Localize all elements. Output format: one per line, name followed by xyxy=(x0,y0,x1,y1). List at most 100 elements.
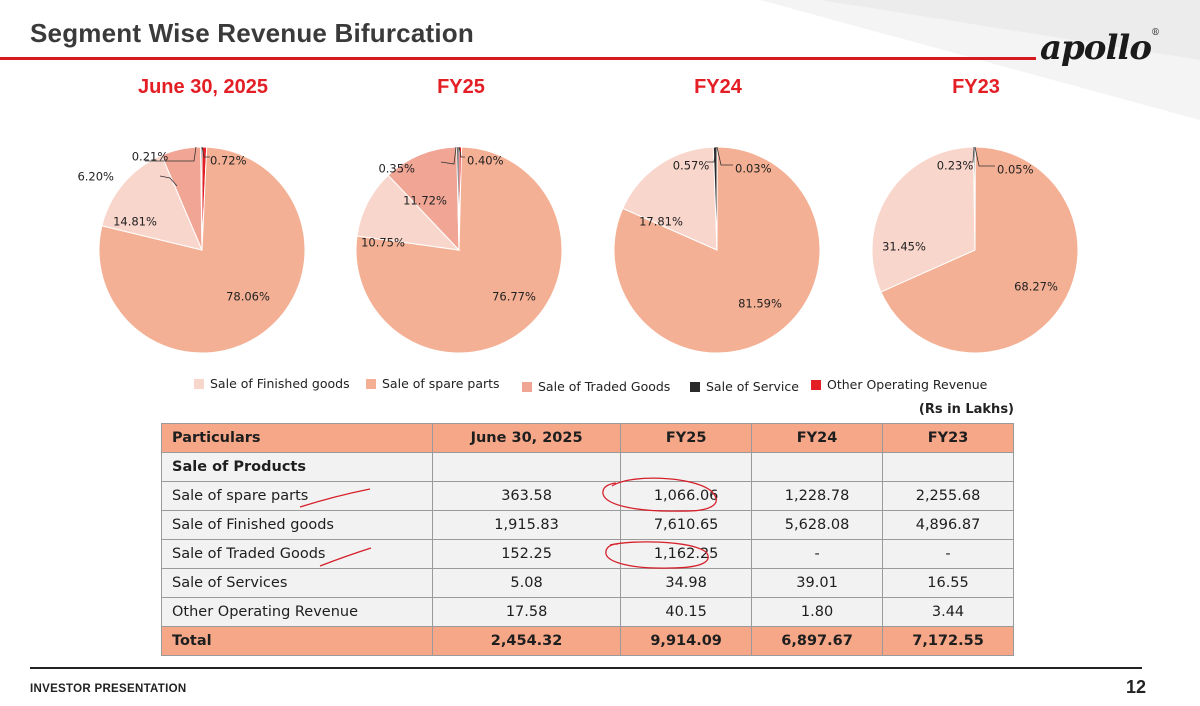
pie-data-label: 0.35% xyxy=(378,162,415,176)
table-row: Sale of Traded Goods 152.25 1,162.25 - - xyxy=(161,539,1014,569)
legend-item-finished-goods: Sale of Finished goods xyxy=(194,376,350,391)
pie-slice-sale-of-spare-parts xyxy=(880,146,1079,354)
table-row: Other Operating Revenue 17.58 40.15 1.80… xyxy=(161,597,1014,627)
pie-slice-sale-of-finished-goods xyxy=(622,146,718,251)
footer-label: INVESTOR PRESENTATION xyxy=(30,683,187,695)
table-row: Sale of Finished goods 1,915.83 7,610.65… xyxy=(161,510,1014,540)
pie-slice-sale-of-service xyxy=(973,146,976,251)
legend-swatch xyxy=(522,381,532,392)
pie-slice-sale-of-traded-goods xyxy=(387,146,460,252)
empty-cell xyxy=(431,452,622,482)
pie-data-label: 14.81% xyxy=(113,215,157,229)
table-cell: 17.58 xyxy=(431,597,622,627)
table-cell: 16.55 xyxy=(882,568,1014,598)
column-header: FY23 xyxy=(882,423,1014,453)
table-cell: 7,610.65 xyxy=(620,510,753,540)
pie-data-label: 0.21% xyxy=(132,150,169,164)
table-cell: - xyxy=(751,539,884,569)
table-row: Sale of spare parts 363.58 1,066.06 1,22… xyxy=(161,481,1014,511)
table-cell: 1.80 xyxy=(751,597,884,627)
pie-data-label: 6.20% xyxy=(77,170,114,184)
legend-item-other-revenue: Other Operating Revenue xyxy=(811,377,987,392)
row-label: Sale of spare parts xyxy=(161,481,433,511)
table-section-row: Sale of Products xyxy=(161,452,1014,482)
pie-leader-line xyxy=(716,146,733,166)
pie-leader-line xyxy=(145,146,197,162)
pie-leader-line xyxy=(201,146,210,158)
empty-cell xyxy=(882,452,1014,482)
footer-divider xyxy=(30,667,1142,669)
pie-leader-line xyxy=(458,146,465,158)
pie-leader-line xyxy=(974,146,995,167)
page-title: Segment Wise Revenue Bifurcation xyxy=(30,18,474,48)
table-cell: 1,915.83 xyxy=(431,510,622,540)
pie-leader-line xyxy=(707,146,717,163)
total-label: Total xyxy=(161,626,433,656)
total-cell: 7,172.55 xyxy=(882,626,1014,656)
row-label: Other Operating Revenue xyxy=(161,597,433,627)
pie-data-label: 0.40% xyxy=(467,154,504,168)
pie-charts: 78.06% 14.81% 6.20% 0.21% 0.72% 76.77% 10.75% 1… xyxy=(77,146,1079,354)
section-label: Sale of Products xyxy=(161,452,433,482)
pie-data-label: 11.72% xyxy=(403,194,447,208)
table-cell: 34.98 xyxy=(620,568,753,598)
title-underline xyxy=(0,57,1036,60)
pie-data-label: 10.75% xyxy=(361,236,405,250)
pie-heading-fy23: FY23 xyxy=(952,76,1000,98)
column-header: June 30, 2025 xyxy=(431,423,622,453)
column-header: FY24 xyxy=(751,423,884,453)
pie-data-label: 81.59% xyxy=(738,297,782,311)
legend-swatch xyxy=(811,379,821,390)
table-cell: 5,628.08 xyxy=(751,510,884,540)
table-cell: 1,162.25 xyxy=(620,539,753,569)
row-label: Sale of Finished goods xyxy=(161,510,433,540)
pie-leader-line xyxy=(440,146,457,165)
table-cell: 4,896.87 xyxy=(882,510,1014,540)
row-label: Sale of Services xyxy=(161,568,433,598)
pie-data-label: 31.45% xyxy=(882,240,926,254)
table-cell: 152.25 xyxy=(431,539,622,569)
pie-data-label: 0.05% xyxy=(997,163,1034,177)
pie-data-label: 17.81% xyxy=(639,215,683,229)
table-cell: 40.15 xyxy=(620,597,753,627)
table-row: Sale of Services 5.08 34.98 39.01 16.55 xyxy=(161,568,1014,598)
pie-data-label: 68.27% xyxy=(1014,280,1058,294)
pie-data-label: 78.06% xyxy=(226,290,270,304)
pie-data-label: 0.57% xyxy=(673,159,710,173)
empty-cell xyxy=(620,452,753,482)
pie-data-label: 0.72% xyxy=(210,154,247,168)
row-label: Sale of Traded Goods xyxy=(161,539,433,569)
pie-data-label: 76.77% xyxy=(492,290,536,304)
legend-item-service: Sale of Service xyxy=(690,379,799,394)
pie-data-label: 0.23% xyxy=(937,159,974,173)
pie-data-label: 0.03% xyxy=(735,162,772,176)
table-cell: 39.01 xyxy=(751,568,884,598)
table-cell: 5.08 xyxy=(431,568,622,598)
pie-leader-line xyxy=(969,146,975,163)
pie-heading-fy24: FY24 xyxy=(694,76,742,98)
total-cell: 9,914.09 xyxy=(620,626,753,656)
pie-leader-line xyxy=(159,175,178,187)
revenue-table: Particulars June 30, 2025 FY25 FY24 FY23… xyxy=(161,423,1014,656)
table-cell: 363.58 xyxy=(431,481,622,511)
column-header: Particulars xyxy=(161,423,433,453)
pie-slice-sale-of-service xyxy=(712,146,718,251)
table-cell: 3.44 xyxy=(882,597,1014,627)
page-number: 12 xyxy=(1125,677,1146,697)
table-cell: 1,228.78 xyxy=(751,481,884,511)
table-total-row: Total 2,454.32 9,914.09 6,897.67 7,172.5… xyxy=(161,626,1014,656)
total-cell: 2,454.32 xyxy=(431,626,622,656)
chart-legend: Sale of Finished goods Sale of spare par… xyxy=(0,376,1200,398)
legend-swatch xyxy=(366,378,376,389)
legend-item-traded-goods: Sale of Traded Goods xyxy=(522,379,670,394)
table-cell: - xyxy=(882,539,1014,569)
empty-cell xyxy=(751,452,884,482)
pie-slice-sale-of-finished-goods xyxy=(101,154,203,251)
table-cell: 1,066.06 xyxy=(620,481,753,511)
apollo-logo: apollo® xyxy=(1040,28,1160,68)
table-cell: 2,255.68 xyxy=(882,481,1014,511)
pie-slice-sale-of-service xyxy=(200,146,203,251)
legend-swatch xyxy=(194,378,204,389)
pie-slice-sale-of-spare-parts xyxy=(613,146,821,354)
units-label: (Rs in Lakhs) xyxy=(918,402,1014,417)
